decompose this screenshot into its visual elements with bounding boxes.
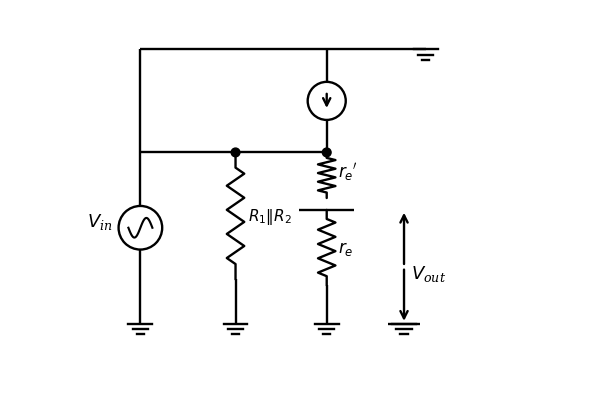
Circle shape	[231, 149, 240, 158]
Text: $V_{\mathregular{out}}$: $V_{\mathregular{out}}$	[411, 263, 446, 283]
Text: $V_{\mathregular{in}}$: $V_{\mathregular{in}}$	[87, 211, 113, 231]
Circle shape	[322, 149, 331, 158]
Text: $r_e{'}$: $r_e{'}$	[338, 161, 358, 183]
Text: $r_e$: $r_e$	[338, 239, 353, 257]
Text: $R_1 \| R_2$: $R_1 \| R_2$	[248, 207, 292, 226]
